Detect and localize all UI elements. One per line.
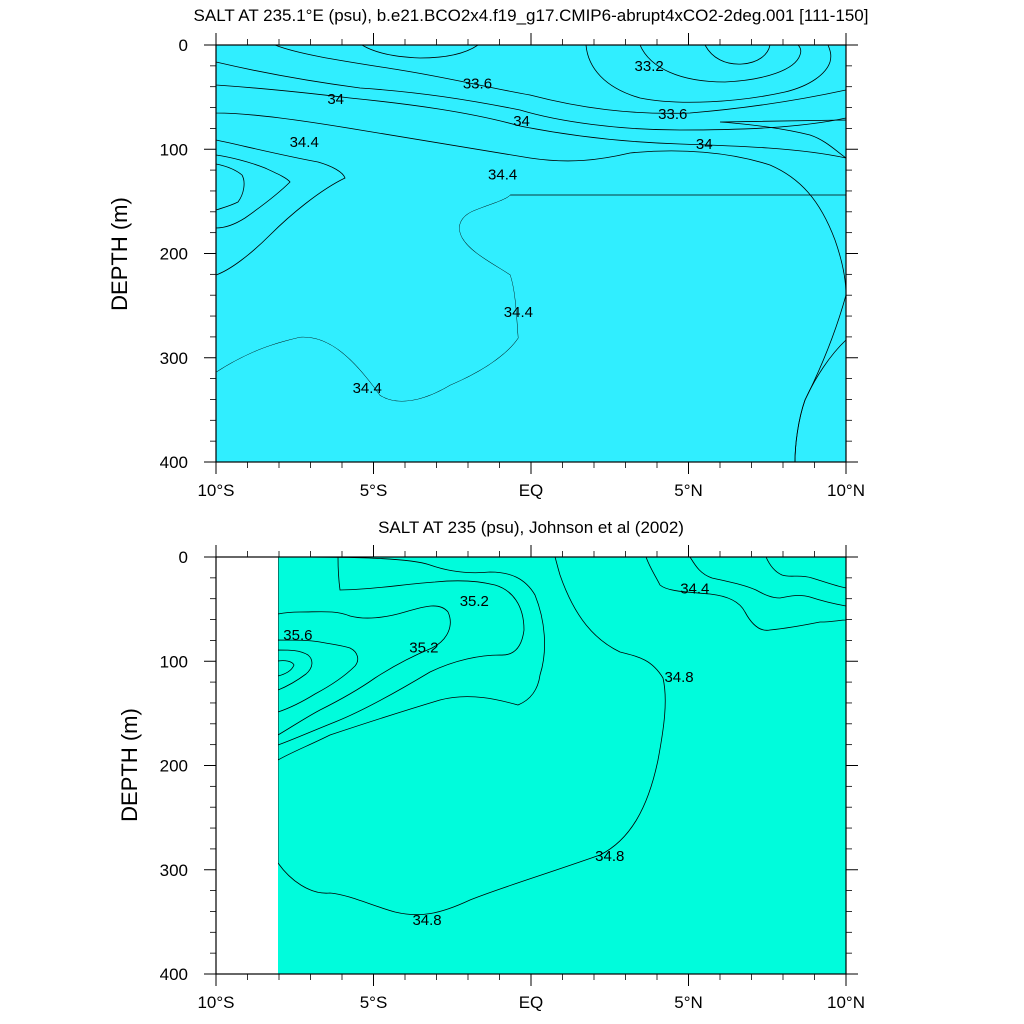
fill-34.6-tongue [216, 139, 346, 276]
fill-34.8-tongue [216, 154, 291, 229]
fill-35.0-tongue [216, 163, 245, 211]
x-tick-label: 10°N [827, 481, 865, 500]
fill-34.4-upper-right [645, 557, 846, 631]
contour-label: 35.2 [409, 640, 438, 657]
contour-label: 34.8 [664, 669, 693, 686]
x-tick-label: 5°S [360, 993, 388, 1012]
x-tick-label: 5°S [360, 481, 388, 500]
panel-bottom-ylabel: DEPTH (m) [117, 708, 142, 822]
fill-35.6-band [278, 639, 359, 713]
fill-35.0-band [278, 557, 545, 761]
fill-34.0-lower-right [794, 339, 846, 462]
contour-label: 34.8 [595, 848, 624, 865]
panel-top-contour-labels: 33.2 33.6 33.6 34 34 34 34.4 34.4 34.4 34.4 [290, 58, 713, 397]
y-tick-label: 200 [160, 245, 188, 264]
contour-label: 34.4 [290, 134, 319, 151]
x-tick-label: 10°S [197, 481, 234, 500]
panel-top-title: SALT AT 235.1°E (psu), b.e21.BCO2x4.f19_… [194, 6, 869, 25]
fill-34.6-band [278, 557, 846, 974]
fill-33.8-band [216, 45, 846, 159]
y-tick-label: 0 [179, 548, 188, 567]
fill-33.2-core-left [361, 45, 479, 59]
contour-label: 34 [513, 113, 530, 130]
y-tick-label: 200 [160, 757, 188, 776]
contour-label: 35.2 [460, 593, 489, 610]
fill-32.8-core [704, 45, 771, 65]
contour-label: 34.4 [680, 580, 709, 597]
panel-top-ylabel: DEPTH (m) [107, 197, 132, 311]
y-tick-label: 300 [160, 349, 188, 368]
y-tick-label: 100 [160, 652, 188, 671]
contour-label: 33.6 [658, 106, 687, 123]
panel-top: SALT AT 235.1°E (psu), b.e21.BCO2x4.f19_… [107, 6, 868, 500]
fill-34.8-band [278, 557, 666, 916]
contour-label: 34.4 [353, 380, 382, 397]
fill-36.0-core [278, 660, 295, 677]
contour-label: 33.6 [463, 76, 492, 93]
x-tick-label: 5°N [674, 993, 703, 1012]
x-tick-label: 10°N [827, 993, 865, 1012]
contour-label: 33.2 [635, 58, 664, 75]
fill-34.2-middle [216, 161, 518, 401]
panel-bottom-contour-fill [278, 557, 846, 974]
fill-34.2-upper-right [689, 557, 846, 607]
panel-bottom: SALT AT 235 (psu), Johnson et al (2002) [117, 518, 865, 1012]
y-tick-label: 100 [160, 140, 188, 159]
panel-top-contour-fill [216, 45, 846, 462]
y-tick-label: 400 [160, 453, 188, 472]
fill-34.0-band [216, 45, 846, 296]
panel-top-axes: 10°S 5°S EQ 5°N 10°N 0 100 200 300 400 [160, 33, 865, 500]
fill-34.0-right [719, 119, 846, 159]
fill-33.6-band [216, 45, 846, 131]
x-tick-label: 5°N [674, 481, 703, 500]
contour-label: 34.4 [504, 304, 533, 321]
contour-label: 34 [327, 91, 344, 108]
fill-35.4-band [278, 605, 451, 736]
x-tick-label: EQ [519, 993, 544, 1012]
fill-35.8-band [278, 649, 313, 691]
contour-label: 34.4 [488, 166, 517, 183]
panel-bottom-title: SALT AT 235 (psu), Johnson et al (2002) [378, 518, 684, 537]
fill-33.4-band [274, 45, 846, 114]
panel-bottom-axes: 10°S 5°S EQ 5°N 10°N 0 100 200 300 400 [160, 545, 865, 1012]
contour-label: 34.8 [412, 912, 441, 929]
fill-33.0-core [639, 45, 802, 83]
x-tick-label: 10°S [197, 993, 234, 1012]
y-tick-label: 300 [160, 861, 188, 880]
contour-label: 35.6 [283, 627, 312, 644]
fill-33.2-core-right [585, 45, 832, 103]
fill-35.2-band [278, 557, 525, 746]
y-tick-label: 400 [160, 965, 188, 984]
x-tick-label: EQ [519, 481, 544, 500]
contour-label: 34 [696, 136, 713, 153]
fill-34.0-upper-right [765, 557, 846, 589]
panel-bottom-contour-labels: 35.6 35.2 35.2 34.4 34.8 34.8 34.8 [283, 580, 709, 929]
y-tick-label: 0 [179, 36, 188, 55]
